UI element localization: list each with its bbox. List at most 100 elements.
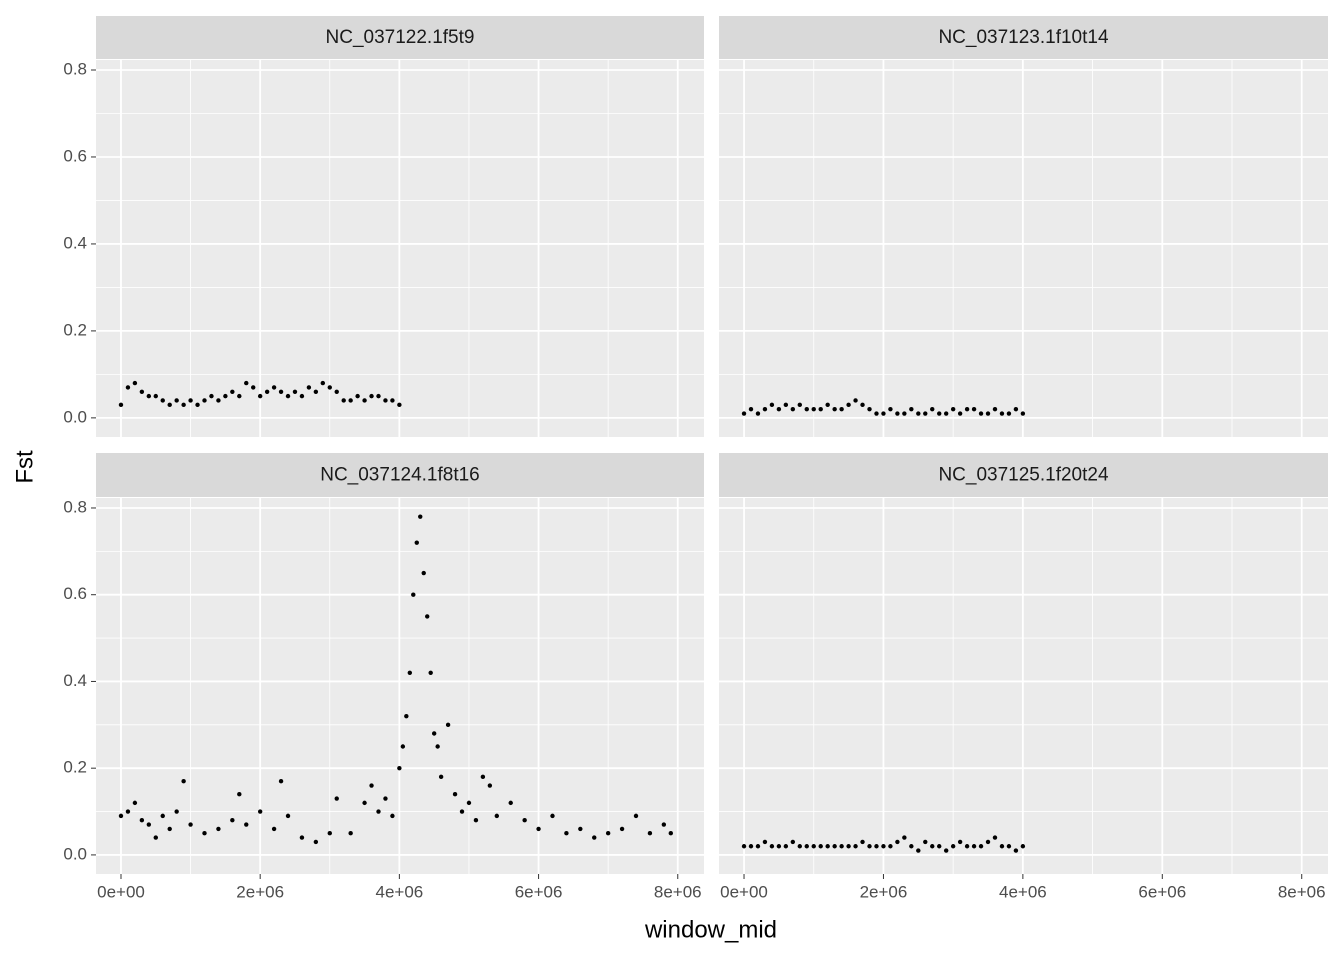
- point: [167, 402, 172, 408]
- point: [431, 731, 437, 736]
- point: [811, 844, 816, 849]
- point: [943, 411, 949, 416]
- point: [895, 839, 900, 845]
- point: [605, 831, 611, 836]
- point: [818, 844, 823, 849]
- point: [860, 839, 865, 845]
- strip: [96, 453, 704, 497]
- point: [1020, 844, 1026, 849]
- point: [985, 411, 991, 416]
- point: [888, 844, 893, 849]
- point: [853, 844, 858, 849]
- point: [536, 826, 541, 832]
- point: [937, 844, 942, 849]
- point: [825, 844, 830, 849]
- strip-title: NC_037124.1f8t16: [320, 465, 480, 486]
- point: [522, 818, 527, 823]
- point: [668, 831, 674, 836]
- point: [327, 831, 332, 836]
- y-tick-label: 0.4: [63, 671, 87, 690]
- point: [341, 398, 346, 403]
- point: [383, 796, 388, 801]
- point: [428, 670, 433, 675]
- point: [776, 406, 782, 412]
- point: [466, 800, 472, 806]
- point: [748, 406, 754, 412]
- point: [418, 514, 423, 519]
- strip-title: NC_037122.1f5t9: [326, 27, 475, 48]
- point: [853, 398, 858, 403]
- point: [937, 411, 942, 416]
- point: [355, 393, 360, 399]
- point: [181, 778, 186, 784]
- point: [334, 796, 339, 801]
- point: [783, 402, 789, 408]
- point: [153, 835, 158, 840]
- point: [930, 844, 935, 849]
- point: [741, 411, 747, 416]
- point: [174, 398, 179, 403]
- point: [223, 393, 228, 399]
- strip: [719, 453, 1328, 497]
- point: [397, 765, 402, 771]
- point: [1006, 411, 1012, 416]
- point: [564, 831, 569, 836]
- point: [957, 839, 963, 845]
- point: [230, 389, 235, 394]
- point: [278, 389, 284, 394]
- point: [390, 398, 395, 403]
- point: [964, 406, 970, 412]
- point: [1006, 844, 1012, 849]
- point: [930, 406, 935, 412]
- point: [487, 783, 493, 788]
- point: [888, 406, 893, 412]
- point: [348, 398, 353, 403]
- point: [846, 402, 851, 408]
- point: [285, 393, 291, 399]
- point: [776, 844, 782, 849]
- point: [257, 393, 263, 399]
- point: [957, 411, 963, 416]
- point: [811, 406, 816, 412]
- point: [160, 813, 165, 819]
- point: [146, 393, 152, 399]
- point: [369, 393, 374, 399]
- point: [992, 406, 998, 412]
- point: [473, 818, 479, 823]
- point: [390, 813, 395, 819]
- point: [978, 844, 984, 849]
- point: [237, 792, 242, 797]
- point: [271, 826, 277, 832]
- point: [404, 713, 409, 719]
- point: [748, 844, 754, 849]
- point: [237, 393, 242, 399]
- point: [435, 744, 440, 749]
- point: [661, 822, 667, 827]
- point: [306, 385, 312, 390]
- x-tick-label: 8e+06: [1278, 882, 1326, 901]
- strip: [719, 16, 1328, 59]
- point: [132, 380, 138, 386]
- point: [376, 809, 381, 814]
- point: [978, 411, 984, 416]
- point: [160, 398, 165, 403]
- y-tick-label: 0.6: [63, 146, 87, 165]
- point: [633, 813, 639, 819]
- point: [619, 826, 625, 832]
- point: [320, 380, 326, 386]
- point: [874, 844, 879, 849]
- point: [132, 800, 138, 806]
- point: [278, 778, 284, 784]
- point: [146, 822, 152, 827]
- point: [797, 402, 802, 408]
- point: [790, 839, 796, 845]
- point: [943, 848, 949, 853]
- point: [181, 402, 186, 408]
- point: [362, 398, 367, 403]
- point: [188, 398, 193, 403]
- point: [992, 835, 998, 840]
- point: [846, 844, 851, 849]
- x-tick-label: 4e+06: [999, 882, 1047, 901]
- point: [118, 402, 124, 408]
- y-tick-label: 0.0: [63, 407, 87, 426]
